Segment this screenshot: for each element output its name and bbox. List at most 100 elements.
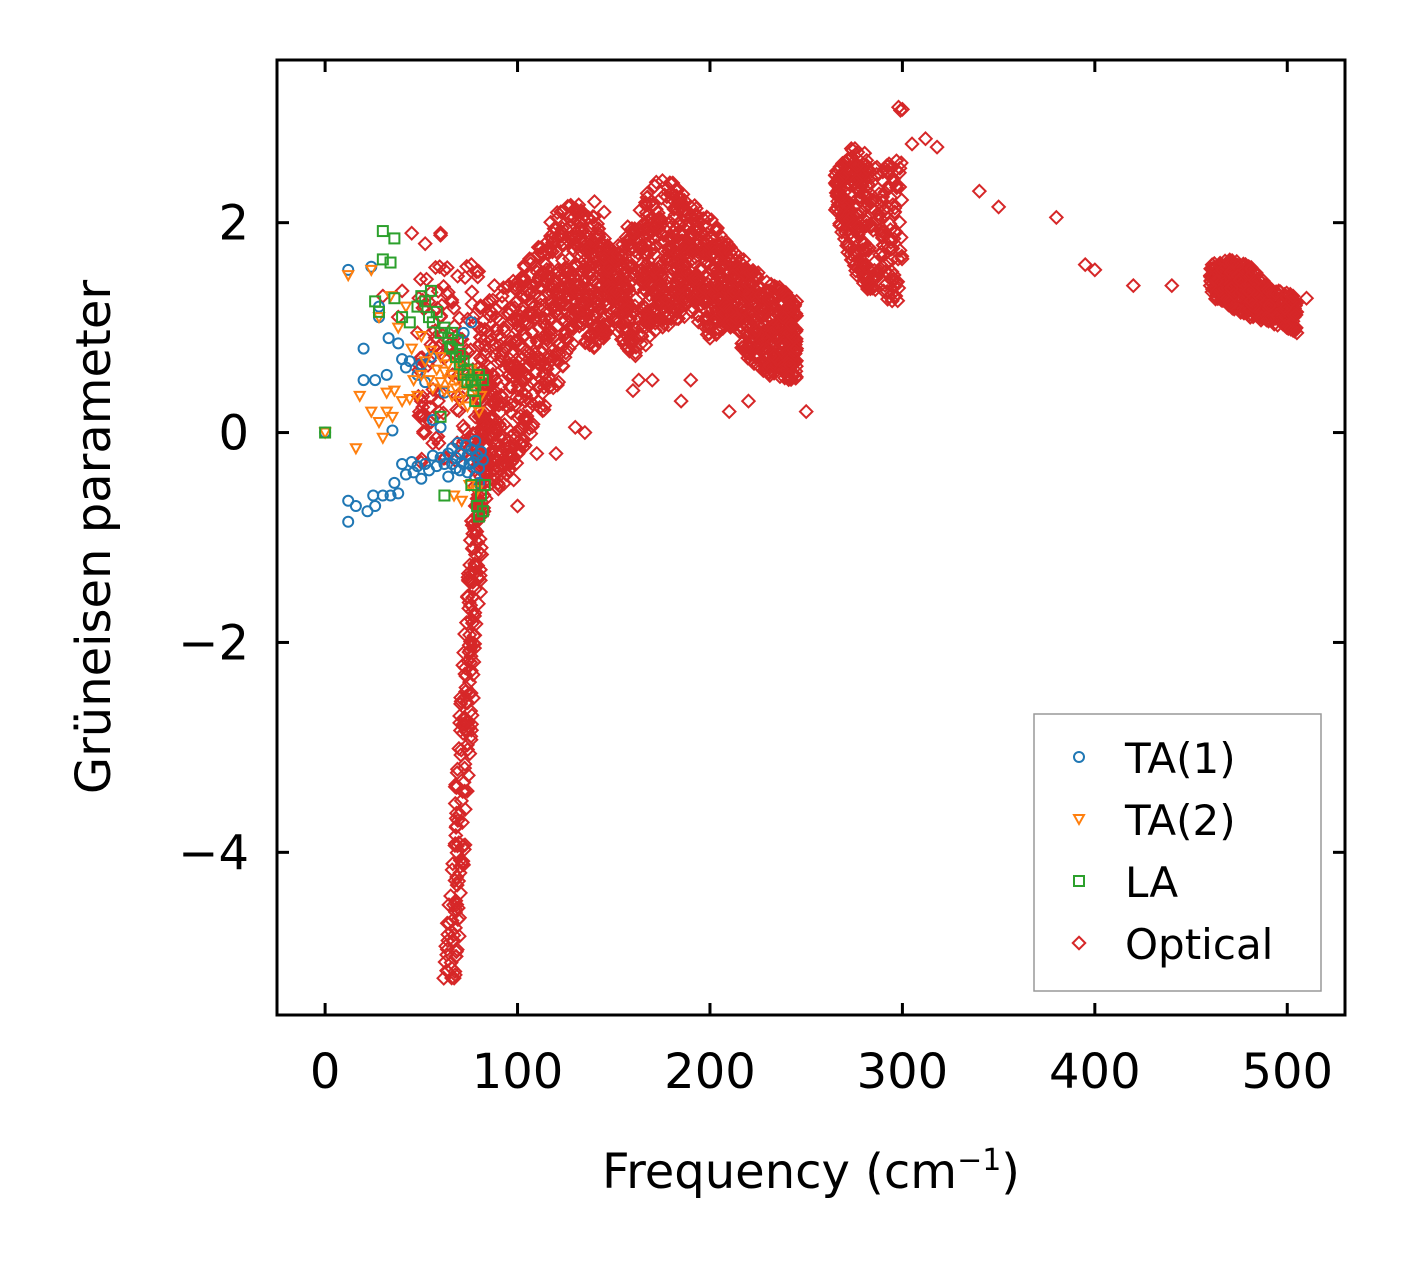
point-optical <box>1247 298 1263 315</box>
point-optical <box>494 295 510 311</box>
point-optical <box>449 765 465 781</box>
point-ta-2 <box>399 301 413 314</box>
point-optical <box>672 304 689 320</box>
point-optical <box>847 243 863 259</box>
point-optical <box>514 374 531 390</box>
point-optical <box>556 203 572 219</box>
point-optical <box>646 246 663 262</box>
point-ta-2 <box>349 443 363 456</box>
point-ta-1 <box>415 472 428 485</box>
point-optical <box>625 331 642 347</box>
point-la <box>372 305 385 318</box>
point-optical <box>444 913 460 929</box>
point-optical <box>783 293 799 309</box>
x-tick-label: 500 <box>1241 1044 1333 1100</box>
x-tick-label: 400 <box>1049 1044 1141 1100</box>
point-optical <box>517 312 534 328</box>
point-optical <box>711 251 727 267</box>
point-optical <box>671 225 687 242</box>
point-ta-1 <box>392 337 405 350</box>
point-optical <box>690 227 707 243</box>
point-optical <box>521 315 537 332</box>
point-ta-2 <box>433 377 448 390</box>
point-optical <box>711 254 727 270</box>
point-optical <box>602 240 618 256</box>
point-optical <box>873 244 890 260</box>
point-optical <box>502 379 518 395</box>
point-optical <box>834 189 850 206</box>
point-ta-1 <box>392 487 405 500</box>
point-optical <box>633 266 649 282</box>
point-optical <box>854 203 871 219</box>
point-optical <box>649 218 665 235</box>
point-optical <box>548 445 564 462</box>
point-optical <box>668 188 685 204</box>
point-optical <box>520 359 536 375</box>
point-optical <box>464 604 480 620</box>
point-optical <box>523 252 540 268</box>
point-ta-2 <box>353 390 367 403</box>
point-optical <box>869 211 886 228</box>
point-optical <box>1244 266 1260 282</box>
point-optical <box>748 322 764 338</box>
point-optical <box>741 326 758 342</box>
point-optical <box>702 330 718 346</box>
point-optical <box>1229 253 1245 270</box>
point-optical <box>849 267 865 283</box>
point-optical <box>529 445 545 462</box>
point-optical <box>451 403 467 419</box>
point-optical <box>642 328 658 344</box>
point-ta-2 <box>422 375 436 388</box>
point-optical <box>470 263 487 280</box>
point-optical <box>765 333 782 350</box>
point-optical <box>448 776 464 793</box>
point-optical <box>436 350 452 366</box>
point-optical <box>727 245 743 261</box>
point-ta-1 <box>419 458 432 471</box>
point-optical <box>608 284 625 300</box>
point-optical <box>509 333 525 349</box>
point-la <box>476 505 489 518</box>
point-optical <box>1125 277 1141 294</box>
point-optical <box>835 198 852 215</box>
point-optical <box>508 359 525 376</box>
point-optical <box>784 317 800 333</box>
x-tick-label: 0 <box>310 1044 341 1100</box>
point-optical <box>748 313 764 330</box>
point-ta-2 <box>364 264 378 277</box>
point-optical <box>574 217 590 233</box>
point-optical <box>462 597 479 613</box>
legend-marker-ta-2 <box>1072 814 1086 827</box>
point-optical <box>971 183 988 199</box>
point-optical <box>724 270 741 286</box>
point-optical <box>635 276 652 292</box>
point-ta-2 <box>372 417 386 430</box>
point-optical <box>884 272 900 289</box>
point-optical <box>556 327 572 343</box>
point-optical <box>542 239 559 256</box>
point-optical <box>769 329 785 345</box>
point-optical <box>775 309 791 325</box>
point-optical <box>596 250 612 267</box>
point-optical <box>464 296 480 312</box>
point-optical <box>1164 277 1180 294</box>
point-optical <box>530 335 546 351</box>
point-optical <box>474 546 490 563</box>
point-optical <box>451 740 467 757</box>
point-optical <box>440 284 456 300</box>
point-ta-2 <box>424 345 438 358</box>
point-optical <box>706 237 722 253</box>
point-optical <box>464 284 480 300</box>
point-optical <box>849 158 865 174</box>
point-optical <box>465 574 481 590</box>
point-optical <box>1289 325 1305 341</box>
point-optical <box>436 450 452 466</box>
point-optical <box>554 296 570 312</box>
point-optical <box>890 251 906 267</box>
point-optical <box>729 271 745 287</box>
point-optical <box>647 178 663 194</box>
point-optical <box>550 374 567 390</box>
point-optical <box>668 220 684 237</box>
point-optical <box>517 409 533 425</box>
point-optical <box>742 287 758 303</box>
